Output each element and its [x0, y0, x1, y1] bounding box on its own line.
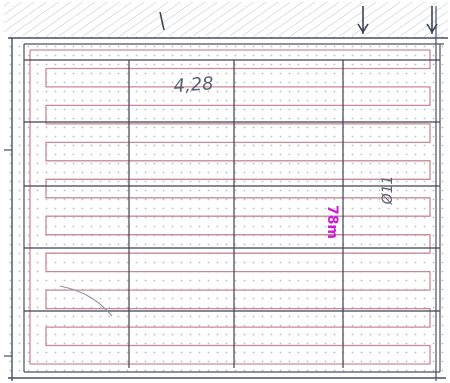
pipe-length-label: 78m — [324, 205, 340, 239]
handwritten-stroke — [59, 285, 113, 317]
wall-hatch — [4, 2, 448, 36]
room-dimension-label: 4,28 — [173, 73, 214, 97]
arrow-marker-icon — [159, 6, 438, 34]
heating-pipe-loop — [29, 49, 431, 365]
left-edge-ticks — [4, 149, 12, 357]
room-frame — [8, 6, 448, 381]
side-mark-label: Ø11 — [380, 176, 396, 206]
room-grid — [24, 59, 440, 368]
dot-grid — [6, 36, 446, 379]
